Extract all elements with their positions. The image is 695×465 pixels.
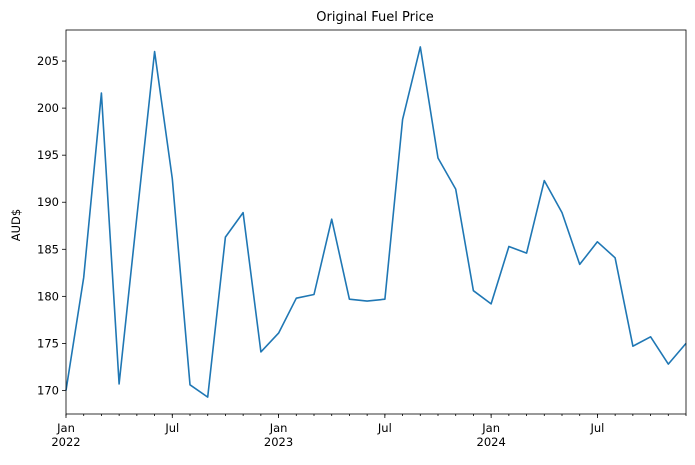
x-tick-label: Jul [164, 421, 179, 435]
x-tick-year-label: 2024 [477, 435, 506, 449]
plot-frame [65, 29, 687, 415]
x-tick-label: Jul [589, 421, 604, 435]
x-tick-year-label: 2022 [51, 435, 80, 449]
x-tick-label: Jul [377, 421, 392, 435]
x-tick-label: Jan [56, 421, 75, 435]
y-tick-label: 200 [37, 101, 59, 115]
y-tick-label: 185 [37, 242, 59, 256]
y-tick-label: 170 [37, 383, 59, 397]
y-axis: 170 175 180 185 190 195 200 205 [37, 54, 66, 397]
series-line [65, 46, 687, 398]
x-tick-label: Jan [481, 421, 500, 435]
x-tick-label: Jan [269, 421, 288, 435]
x-tick-year-label: 2023 [264, 435, 293, 449]
y-tick-label: 205 [37, 54, 59, 68]
y-axis-label: AUD$ [9, 209, 23, 241]
y-tick-label: 190 [37, 195, 59, 209]
y-tick-label: 180 [37, 289, 59, 303]
chart-title: Original Fuel Price [316, 10, 433, 25]
y-tick-label: 195 [37, 148, 59, 162]
y-tick-label: 175 [37, 336, 59, 350]
